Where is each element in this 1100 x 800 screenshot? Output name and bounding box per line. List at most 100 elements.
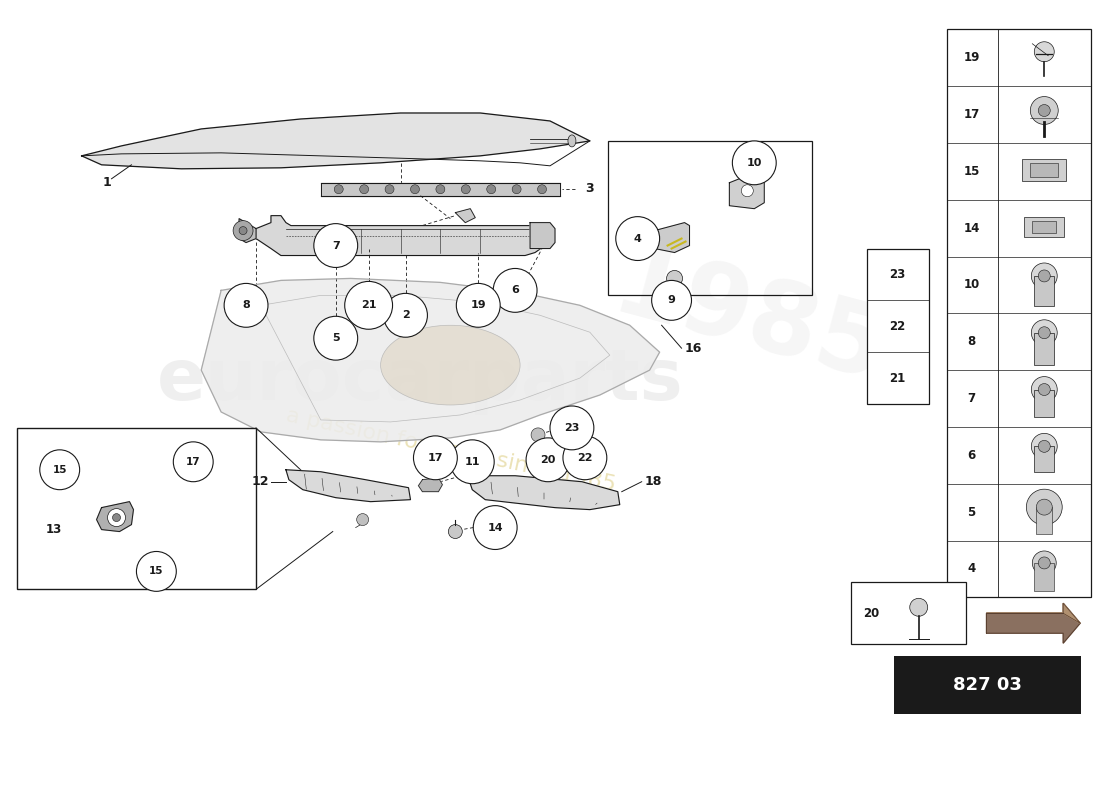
Circle shape xyxy=(513,185,521,194)
Text: eurocarparts: eurocarparts xyxy=(157,346,684,414)
Circle shape xyxy=(461,185,471,194)
Text: 16: 16 xyxy=(684,342,702,354)
Ellipse shape xyxy=(568,135,576,147)
Text: 21: 21 xyxy=(361,300,376,310)
Text: 1985: 1985 xyxy=(603,238,896,403)
FancyBboxPatch shape xyxy=(1034,333,1054,365)
Circle shape xyxy=(1032,320,1057,346)
Circle shape xyxy=(1031,97,1058,125)
Text: 23: 23 xyxy=(889,268,905,281)
Polygon shape xyxy=(530,222,556,249)
FancyBboxPatch shape xyxy=(1032,221,1056,233)
Circle shape xyxy=(538,185,547,194)
Circle shape xyxy=(360,185,368,194)
Polygon shape xyxy=(455,209,475,222)
Circle shape xyxy=(1038,105,1050,117)
Circle shape xyxy=(651,281,692,320)
Text: 10: 10 xyxy=(964,278,980,291)
FancyBboxPatch shape xyxy=(1034,390,1054,418)
FancyBboxPatch shape xyxy=(894,656,1081,714)
Circle shape xyxy=(1036,499,1053,515)
Text: 6: 6 xyxy=(967,449,976,462)
Text: 22: 22 xyxy=(578,453,593,462)
Ellipse shape xyxy=(381,326,520,405)
Circle shape xyxy=(473,506,517,550)
Text: 14: 14 xyxy=(964,222,980,234)
FancyBboxPatch shape xyxy=(1034,563,1054,591)
Circle shape xyxy=(486,185,496,194)
Circle shape xyxy=(531,428,544,442)
Circle shape xyxy=(1038,383,1050,395)
Text: 6: 6 xyxy=(512,286,519,295)
Text: 17: 17 xyxy=(428,453,443,462)
Circle shape xyxy=(108,509,125,526)
Circle shape xyxy=(1038,440,1050,452)
Circle shape xyxy=(563,436,607,480)
Polygon shape xyxy=(256,216,544,255)
FancyBboxPatch shape xyxy=(1024,217,1064,237)
Text: 1: 1 xyxy=(102,176,111,190)
Circle shape xyxy=(436,185,444,194)
Text: 2: 2 xyxy=(402,310,409,320)
Circle shape xyxy=(450,440,494,484)
Text: 19: 19 xyxy=(471,300,486,310)
Circle shape xyxy=(239,226,248,234)
Text: 23: 23 xyxy=(564,423,580,433)
Text: 827 03: 827 03 xyxy=(953,676,1022,694)
Circle shape xyxy=(667,270,682,286)
Text: 15: 15 xyxy=(964,165,980,178)
Polygon shape xyxy=(987,603,1080,643)
Circle shape xyxy=(493,269,537,312)
Text: 15: 15 xyxy=(53,465,67,474)
FancyBboxPatch shape xyxy=(867,249,928,404)
Circle shape xyxy=(174,442,213,482)
Text: 20: 20 xyxy=(540,454,556,465)
Circle shape xyxy=(456,283,501,327)
Circle shape xyxy=(385,185,394,194)
FancyBboxPatch shape xyxy=(16,428,256,590)
FancyBboxPatch shape xyxy=(1034,276,1054,306)
Text: 22: 22 xyxy=(889,320,905,333)
Text: 5: 5 xyxy=(332,334,340,343)
Circle shape xyxy=(314,316,358,360)
Text: 9: 9 xyxy=(668,295,675,306)
Circle shape xyxy=(1032,434,1057,459)
Circle shape xyxy=(112,514,121,522)
Circle shape xyxy=(40,450,79,490)
Text: 12: 12 xyxy=(252,475,270,488)
Text: 11: 11 xyxy=(464,457,480,466)
Text: 5: 5 xyxy=(967,506,976,518)
Circle shape xyxy=(1032,551,1056,575)
Polygon shape xyxy=(987,603,1080,623)
Circle shape xyxy=(1026,489,1063,525)
Circle shape xyxy=(1038,326,1050,338)
Circle shape xyxy=(136,551,176,591)
Text: 3: 3 xyxy=(585,182,594,195)
FancyBboxPatch shape xyxy=(947,30,1091,598)
Polygon shape xyxy=(201,278,660,442)
Circle shape xyxy=(1032,377,1057,402)
Circle shape xyxy=(526,438,570,482)
Circle shape xyxy=(224,283,268,327)
Text: 20: 20 xyxy=(862,606,879,620)
Circle shape xyxy=(314,224,358,267)
Circle shape xyxy=(550,406,594,450)
Circle shape xyxy=(414,436,458,480)
Circle shape xyxy=(733,141,777,185)
FancyBboxPatch shape xyxy=(851,582,966,644)
Polygon shape xyxy=(418,478,442,492)
Polygon shape xyxy=(654,222,690,253)
FancyBboxPatch shape xyxy=(1034,446,1054,472)
Text: 15: 15 xyxy=(150,566,164,577)
FancyBboxPatch shape xyxy=(1031,163,1058,178)
Polygon shape xyxy=(286,470,410,502)
Text: a passion for parts since 1985: a passion for parts since 1985 xyxy=(284,405,617,494)
Text: 18: 18 xyxy=(645,475,662,488)
Circle shape xyxy=(1038,270,1050,282)
Text: 4: 4 xyxy=(634,234,641,243)
Circle shape xyxy=(334,185,343,194)
Circle shape xyxy=(233,221,253,241)
Text: 7: 7 xyxy=(968,392,976,405)
Circle shape xyxy=(344,282,393,330)
Circle shape xyxy=(410,185,419,194)
